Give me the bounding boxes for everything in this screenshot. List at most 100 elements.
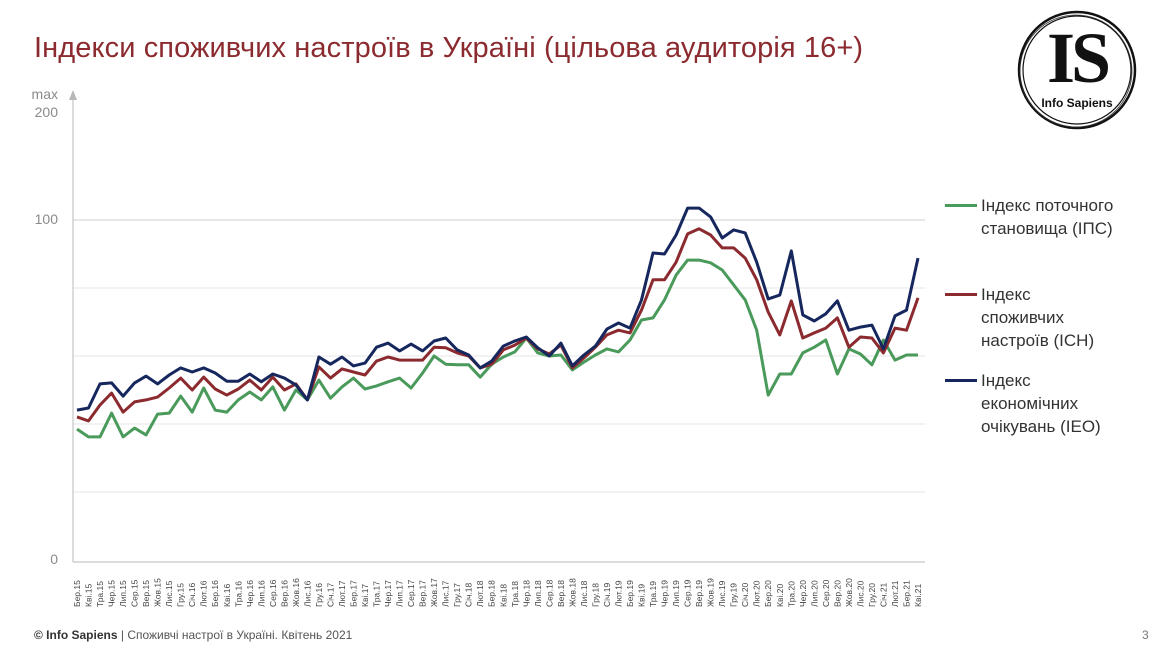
x-axis-label: Вер.20 xyxy=(832,580,842,607)
x-axis-label: Гру.16 xyxy=(314,583,324,607)
series-line xyxy=(76,258,918,439)
x-axis-label: Сер.19 xyxy=(683,579,693,607)
x-axis-label: Тра.15 xyxy=(95,581,105,607)
x-axis-label: Сер.15 xyxy=(130,579,140,607)
footer-brand: © Info Sapiens xyxy=(34,628,118,642)
x-axis-label: Лип.16 xyxy=(256,580,266,607)
x-axis-labels: Бер.15 Кві.15 Тра.15 Чер.15 Лип.15 Сер.15 Вер.… xyxy=(72,578,923,607)
x-axis-label: Кві.18 xyxy=(498,584,508,607)
y-axis-max-label: max xyxy=(31,86,58,102)
x-axis-label: Тра.19 xyxy=(648,581,658,607)
y-axis-0-label: 0 xyxy=(50,551,58,567)
x-axis-label: Лис.19 xyxy=(717,580,727,607)
x-axis-label: Лис.18 xyxy=(579,580,589,607)
legend-label-ips: Індекс поточного становища (ІПС) xyxy=(981,196,1114,238)
x-axis-label: Лют.17 xyxy=(337,580,347,607)
x-axis-label: Жов.19 xyxy=(706,578,716,607)
legend-swatch-isn xyxy=(945,293,977,296)
x-axis-label: Лют.16 xyxy=(199,580,209,607)
legend-swatch-ips xyxy=(945,204,977,207)
x-axis-label: Бер.20 xyxy=(763,580,773,607)
logo-name: Info Sapiens xyxy=(1041,96,1113,110)
x-axis-label: Гру.20 xyxy=(867,583,877,607)
x-axis-label: Гру.19 xyxy=(729,583,739,607)
x-axis-label: Чер.20 xyxy=(798,580,808,607)
x-axis-label: Кві.17 xyxy=(360,584,370,607)
x-axis-label: Вер.17 xyxy=(418,580,428,607)
series-line xyxy=(76,227,920,423)
x-axis-label: Жов.17 xyxy=(429,578,439,607)
x-axis-label: Жов.18 xyxy=(567,578,577,607)
x-axis-label: Тра.20 xyxy=(786,581,796,607)
x-axis-label: Гру.17 xyxy=(452,583,462,607)
series-line xyxy=(76,206,920,412)
x-axis-label: Чер.19 xyxy=(660,580,670,607)
x-axis-label: Гру.18 xyxy=(590,583,600,607)
x-axis-label: Вер.16 xyxy=(279,580,289,607)
x-axis-label: Січ.21 xyxy=(878,582,888,607)
x-axis-label: Вер.15 xyxy=(141,580,151,607)
footer-text: Споживчі настрої в Україні. Квітень 2021 xyxy=(127,628,353,642)
x-axis-label: Лип.20 xyxy=(809,580,819,607)
series-lines xyxy=(76,206,920,439)
x-axis-label: Лют.21 xyxy=(890,580,900,607)
x-axis-label: Лис.15 xyxy=(164,580,174,607)
legend-label-ieo: Індекс економічних очікувань (ІЕО) xyxy=(981,371,1101,436)
x-axis-label: Лис.16 xyxy=(302,580,312,607)
x-axis-label: Лют.18 xyxy=(475,580,485,607)
x-axis-label: Лип.18 xyxy=(533,580,543,607)
x-axis-label: Тра.18 xyxy=(510,581,520,607)
x-axis-label: Січ.18 xyxy=(464,582,474,607)
logo-mark: IS xyxy=(1046,18,1111,98)
x-axis-label: Кві.20 xyxy=(775,584,785,607)
x-axis-label: Бер.21 xyxy=(901,580,911,607)
x-axis-label: Жов.20 xyxy=(844,578,854,607)
x-axis-label: Вер.18 xyxy=(556,580,566,607)
y-axis-200-label: 200 xyxy=(34,104,58,120)
y-axis xyxy=(69,90,77,562)
x-axis-label: Чер.17 xyxy=(383,580,393,607)
x-axis-label: Лис.20 xyxy=(855,580,865,607)
x-axis-label: Сер.17 xyxy=(406,579,416,607)
x-axis-label: Вер.19 xyxy=(694,580,704,607)
x-axis-label: Лют.20 xyxy=(752,580,762,607)
x-axis-label: Кві.19 xyxy=(637,584,647,607)
x-axis-label: Лип.17 xyxy=(395,580,405,607)
x-axis-label: Лют.19 xyxy=(613,580,623,607)
x-axis-label: Кві.15 xyxy=(84,584,94,607)
x-axis-label: Бер.18 xyxy=(487,580,497,607)
x-axis-label: Сер.20 xyxy=(821,579,831,607)
x-axis-label: Січ.19 xyxy=(602,582,612,607)
x-axis-label: Січ.20 xyxy=(740,582,750,607)
x-axis-label: Лип.15 xyxy=(118,580,128,607)
x-axis-label: Лис.17 xyxy=(441,580,451,607)
x-axis-label: Сер.18 xyxy=(544,579,554,607)
legend-label-isn: Індекс споживчих настроїв (ІСН) xyxy=(981,285,1095,350)
legend-swatch-ieo xyxy=(945,379,977,382)
y-axis-100-label: 100 xyxy=(34,211,58,227)
x-axis-label: Бер.17 xyxy=(348,580,358,607)
footer-separator: | xyxy=(117,628,128,642)
x-axis-label: Бер.19 xyxy=(625,580,635,607)
x-axis-label: Кві.16 xyxy=(222,584,232,607)
x-axis-label: Сер.16 xyxy=(268,579,278,607)
x-axis-label: Гру.15 xyxy=(176,583,186,607)
x-axis-label: Жов.15 xyxy=(153,578,163,607)
x-axis-label: Січ.16 xyxy=(187,582,197,607)
page-number: 3 xyxy=(1142,628,1149,642)
chart-title: Індекси споживчих настроїв в Україні (ці… xyxy=(34,32,864,64)
x-axis-label: Бер.16 xyxy=(210,580,220,607)
x-axis-label: Тра.17 xyxy=(372,581,382,607)
x-axis-label: Чер.18 xyxy=(521,580,531,607)
info-sapiens-logo-icon xyxy=(1017,10,1137,130)
x-axis-label: Жов.16 xyxy=(291,578,301,607)
axis-arrow-icon xyxy=(69,90,77,100)
x-axis-label: Бер.15 xyxy=(72,580,82,607)
x-axis-label: Чер.15 xyxy=(107,580,117,607)
x-axis-label: Кві.21 xyxy=(913,584,923,607)
x-axis-label: Лип.19 xyxy=(671,580,681,607)
footer: © Info Sapiens | Споживчі настрої в Укра… xyxy=(34,628,352,642)
x-axis-label: Чер.16 xyxy=(245,580,255,607)
x-axis-label: Січ.17 xyxy=(325,582,335,607)
